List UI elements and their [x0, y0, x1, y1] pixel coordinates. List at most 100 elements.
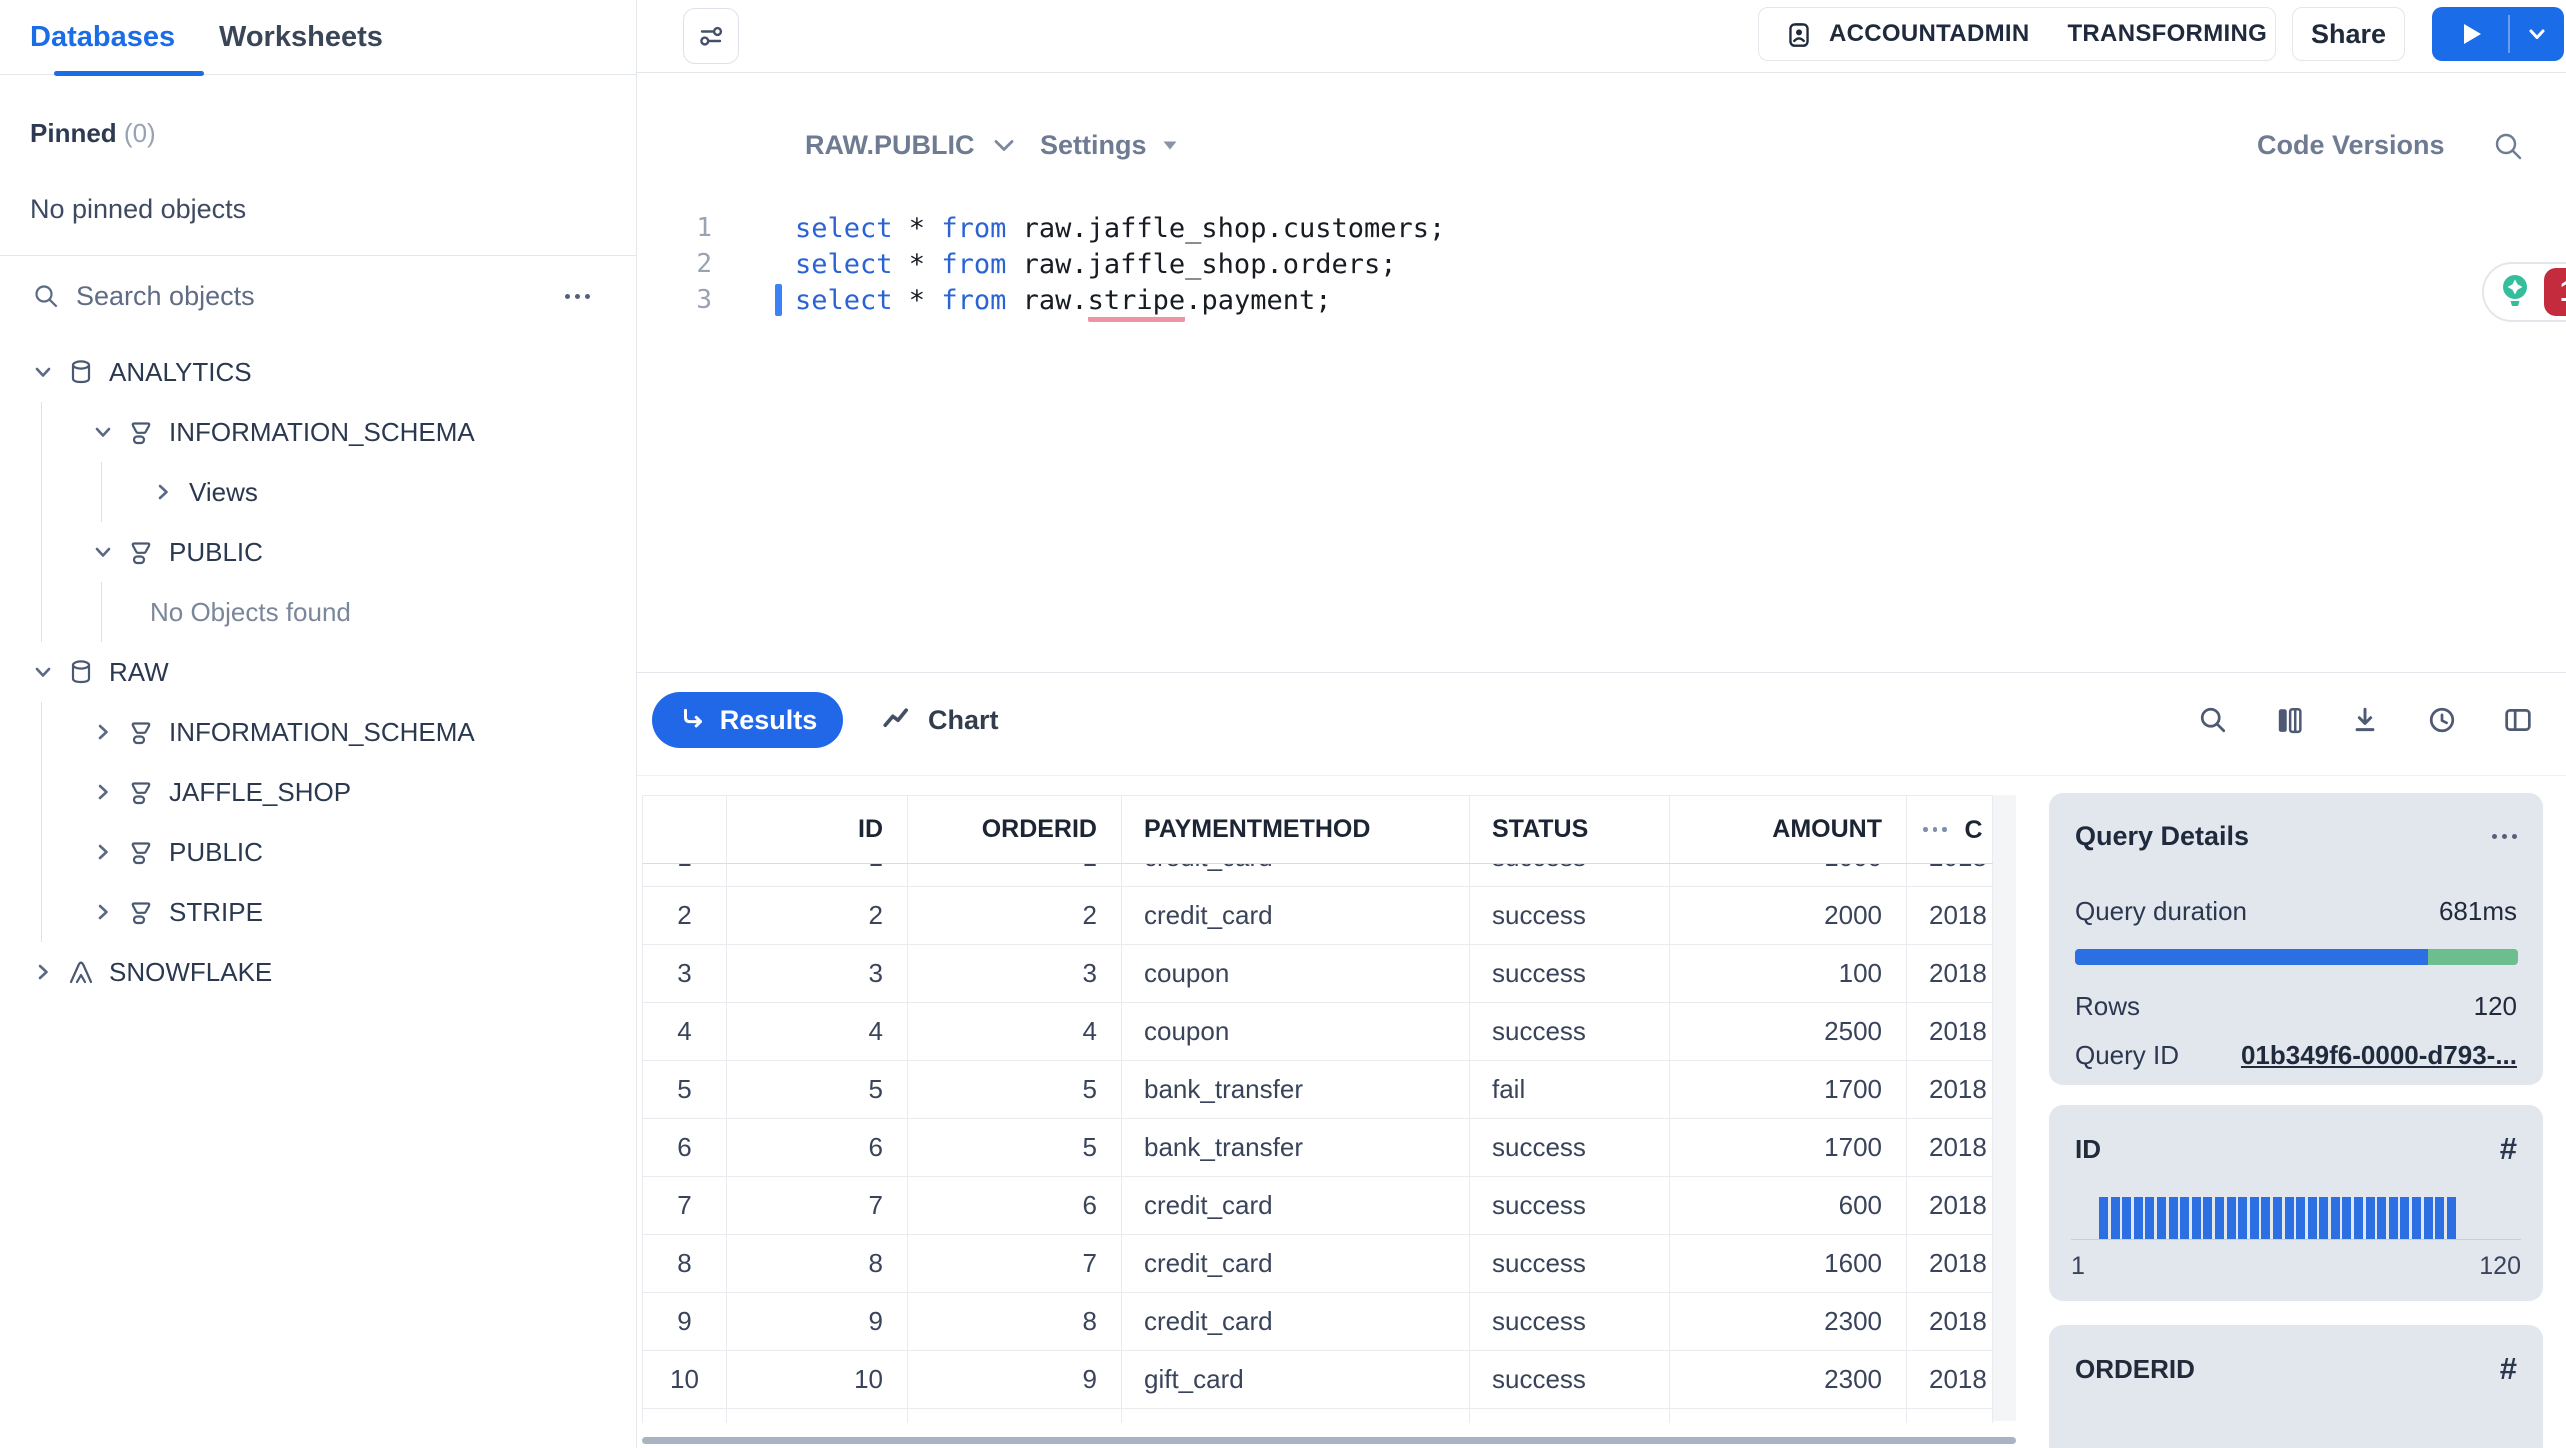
share-button[interactable]: Share: [2292, 7, 2405, 61]
table-cell[interactable]: 7: [727, 1177, 908, 1235]
table-cell[interactable]: credit_card: [1122, 1235, 1470, 1293]
table-cell[interactable]: 2018: [1907, 1003, 1993, 1061]
tree-item-information-schema[interactable]: INFORMATION_SCHEMA: [0, 702, 637, 762]
sql-editor[interactable]: 1 select * from raw.jaffle_shop.customers…: [637, 210, 2477, 322]
row-number-cell[interactable]: 11: [643, 1409, 727, 1423]
table-cell[interactable]: success: [1470, 1235, 1670, 1293]
chevron-down-icon[interactable]: [90, 539, 116, 565]
tab-chart[interactable]: Chart: [880, 692, 999, 748]
tree-item-public[interactable]: PUBLIC: [0, 522, 637, 582]
download-results-button[interactable]: [2348, 703, 2382, 737]
table-cell[interactable]: 9: [727, 1293, 908, 1351]
run-options-button[interactable]: [2510, 7, 2564, 61]
table-cell[interactable]: 2300: [1670, 1293, 1907, 1351]
table-cell[interactable]: [1122, 1409, 1470, 1423]
table-cell[interactable]: 6: [727, 1119, 908, 1177]
tree-item-raw[interactable]: RAW: [0, 642, 637, 702]
tree-item-stripe[interactable]: STRIPE: [0, 882, 637, 942]
run-button[interactable]: [2432, 7, 2508, 61]
table-cell[interactable]: 4: [727, 1003, 908, 1061]
chevron-right-icon[interactable]: [90, 839, 116, 865]
row-number-cell[interactable]: 2: [643, 887, 727, 945]
table-cell[interactable]: credit_card: [1122, 1293, 1470, 1351]
table-cell[interactable]: success: [1470, 1119, 1670, 1177]
table-cell[interactable]: 1600: [1670, 1235, 1907, 1293]
table-cell[interactable]: 100: [1670, 945, 1907, 1003]
table-cell[interactable]: success: [1470, 1351, 1670, 1409]
column-header-PAYMENTMETHOD[interactable]: PAYMENTMETHOD: [1122, 796, 1470, 863]
editor-settings-dropdown[interactable]: Settings: [1040, 118, 1179, 172]
table-cell[interactable]: 4: [908, 1003, 1122, 1061]
row-number-cell[interactable]: 1: [643, 864, 727, 887]
table-cell[interactable]: credit_card: [1122, 1177, 1470, 1235]
row-number-cell[interactable]: 10: [643, 1351, 727, 1409]
table-cell[interactable]: 2018: [1907, 945, 1993, 1003]
query-id-link[interactable]: 01b349f6-0000-d793-...: [2240, 1040, 2517, 1070]
column-menu-icon[interactable]: [1923, 827, 1947, 832]
tab-results[interactable]: Results: [652, 692, 843, 748]
table-cell[interactable]: 2018: [1907, 1351, 1993, 1409]
table-cell[interactable]: 1700: [1670, 1061, 1907, 1119]
search-objects-input[interactable]: Search objects: [0, 266, 637, 326]
table-cell[interactable]: 2018: [1907, 1293, 1993, 1351]
table-cell[interactable]: 1: [908, 864, 1122, 887]
row-number-cell[interactable]: 5: [643, 1061, 727, 1119]
chevron-right-icon[interactable]: [150, 479, 176, 505]
table-cell[interactable]: 2018: [1907, 1061, 1993, 1119]
chevron-right-icon[interactable]: [90, 779, 116, 805]
row-number-cell[interactable]: 4: [643, 1003, 727, 1061]
table-cell[interactable]: success: [1470, 887, 1670, 945]
column-header-C[interactable]: C: [1907, 796, 1993, 863]
table-cell[interactable]: 600: [1670, 1177, 1907, 1235]
table-cell[interactable]: credit_card: [1122, 864, 1470, 887]
table-cell[interactable]: 9: [908, 1351, 1122, 1409]
chevron-down-icon[interactable]: [30, 659, 56, 685]
table-cell[interactable]: 2300: [1670, 1351, 1907, 1409]
chevron-right-icon[interactable]: [90, 899, 116, 925]
table-cell[interactable]: 10: [727, 1351, 908, 1409]
column-header-STATUS[interactable]: STATUS: [1470, 796, 1670, 863]
table-cell[interactable]: credit_card: [1122, 887, 1470, 945]
table-cell[interactable]: gift_card: [1122, 1351, 1470, 1409]
row-number-cell[interactable]: 9: [643, 1293, 727, 1351]
row-number-cell[interactable]: 7: [643, 1177, 727, 1235]
table-cell[interactable]: 1700: [1670, 1119, 1907, 1177]
table-cell[interactable]: fail: [1470, 1061, 1670, 1119]
table-cell[interactable]: success: [1470, 1003, 1670, 1061]
tab-databases[interactable]: Databases: [30, 0, 204, 76]
table-cell[interactable]: 2018: [1907, 1119, 1993, 1177]
table-cell[interactable]: 6: [908, 1177, 1122, 1235]
table-cell[interactable]: success: [1470, 945, 1670, 1003]
table-cell[interactable]: coupon: [1122, 1003, 1470, 1061]
column-header-AMOUNT[interactable]: AMOUNT: [1670, 796, 1907, 863]
code-insights-pill[interactable]: 1: [2482, 262, 2566, 322]
table-cell[interactable]: [1670, 1409, 1907, 1423]
table-cell[interactable]: 2: [727, 887, 908, 945]
tree-item-snowflake[interactable]: SNOWFLAKE: [0, 942, 637, 1002]
table-cell[interactable]: 1000: [1670, 864, 1907, 887]
panel-toggle-button[interactable]: [2501, 703, 2535, 737]
editor-context-dropdown[interactable]: RAW.PUBLIC: [805, 118, 1019, 172]
chevron-down-icon[interactable]: [30, 359, 56, 385]
tree-item-information-schema[interactable]: INFORMATION_SCHEMA: [0, 402, 637, 462]
context-selector[interactable]: ACCOUNTADMIN TRANSFORMING: [1758, 7, 2276, 61]
table-cell[interactable]: [727, 1409, 908, 1423]
horizontal-scrollbar[interactable]: [642, 1437, 2016, 1444]
table-cell[interactable]: 2018: [1907, 1177, 1993, 1235]
table-cell[interactable]: [1907, 1409, 1993, 1423]
table-cell[interactable]: 1: [727, 864, 908, 887]
row-number-cell[interactable]: 6: [643, 1119, 727, 1177]
table-cell[interactable]: success: [1470, 1293, 1670, 1351]
column-header-rownum[interactable]: [643, 796, 727, 863]
column-header-ID[interactable]: ID: [727, 796, 908, 863]
table-cell[interactable]: 7: [908, 1235, 1122, 1293]
columns-toggle-button[interactable]: [2272, 703, 2306, 737]
tree-item-jaffle-shop[interactable]: JAFFLE_SHOP: [0, 762, 637, 822]
table-cell[interactable]: 2500: [1670, 1003, 1907, 1061]
column-header-ORDERID[interactable]: ORDERID: [908, 796, 1122, 863]
table-cell[interactable]: 2018: [1907, 864, 1993, 887]
table-cell[interactable]: bank_transfer: [1122, 1119, 1470, 1177]
results-search-button[interactable]: [2196, 703, 2230, 737]
table-cell[interactable]: 2: [908, 887, 1122, 945]
table-cell[interactable]: 5: [908, 1119, 1122, 1177]
